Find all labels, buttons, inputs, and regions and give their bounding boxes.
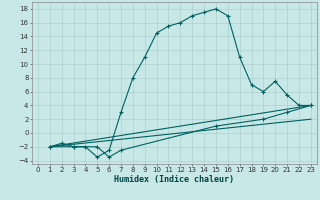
X-axis label: Humidex (Indice chaleur): Humidex (Indice chaleur): [115, 175, 234, 184]
